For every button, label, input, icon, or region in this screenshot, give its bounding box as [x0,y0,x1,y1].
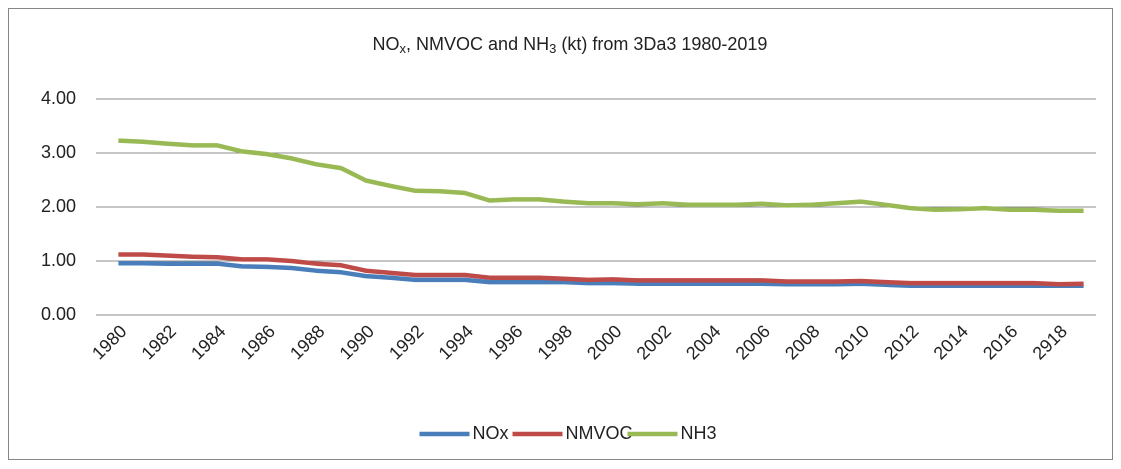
title-subscript: x [400,41,407,56]
y-tick-label: 2.00 [41,196,76,216]
legend-label: NOx [473,423,509,443]
y-tick-label: 4.00 [41,88,76,108]
series-line [118,260,1084,289]
title-subscript: 3 [549,41,556,56]
title-text: , NMVOC and NH [406,34,549,54]
legend-label: NH3 [681,423,717,443]
series-line [118,138,1084,214]
legend-label: NMVOC [566,423,633,443]
chart-frame [8,8,1113,460]
series-line [118,252,1084,287]
y-tick-label: 1.00 [41,250,76,270]
chart-title: NOx, NMVOC and NH3 (kt) from 3Da3 1980-2… [373,34,768,57]
title-text: NO [373,34,400,54]
y-tick-label: 0.00 [41,304,76,324]
title-text: (kt) from 3Da3 1980-2019 [556,34,767,54]
y-tick-label: 3.00 [41,142,76,162]
